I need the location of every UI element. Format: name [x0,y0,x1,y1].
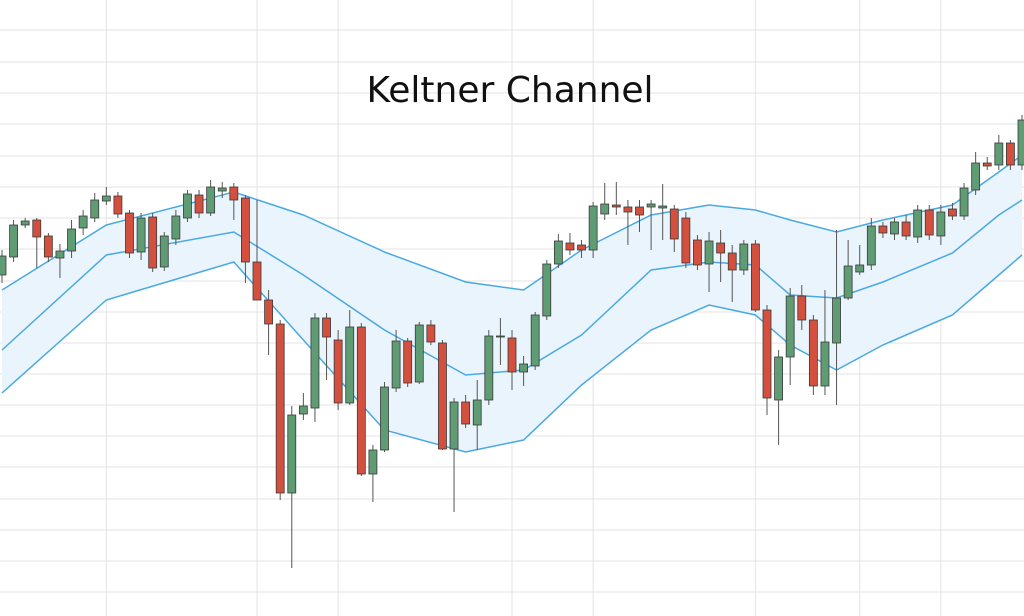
candle-body [391,340,401,389]
candle-body [322,317,331,338]
candle-body [832,297,841,344]
candle-body [774,356,783,401]
candle-body [635,206,644,216]
candle-body [693,239,702,266]
candle-body [275,323,285,494]
candle-body [484,335,494,401]
candle-body [855,264,865,273]
candle-body [704,240,714,265]
candle-body [623,206,633,213]
candle-body [333,339,343,404]
candle-body [159,235,169,268]
candle-body [890,221,899,235]
candle-body [0,255,7,276]
candle-body [878,225,888,234]
candle-body [136,217,146,253]
candle-body [669,208,679,240]
candle-body [1006,142,1015,166]
candle-body [449,401,459,450]
candle-body [681,217,691,264]
candle-body [368,449,378,475]
candle-body [600,203,610,215]
candle-body [797,295,807,321]
candle-body [507,337,517,373]
candle-body [901,221,911,237]
candle-body [971,162,981,191]
candle-body [1017,119,1024,166]
candle-body [472,399,482,426]
candle-body [739,243,749,271]
candle-body [43,235,53,258]
candle-body [577,244,586,251]
candle-body [658,205,668,209]
candle-body [936,211,946,237]
candle-body [380,386,389,451]
candle-body [785,295,795,358]
candle-body [426,324,436,343]
candle-body [414,324,424,383]
candle-body [646,203,656,208]
candle-body [125,212,134,254]
candle-body [959,187,969,217]
candle-body [90,199,100,219]
candle-body [403,340,413,384]
candle-body [345,326,355,404]
candle-body [229,186,239,201]
candle-body [751,243,760,311]
candle-body [843,265,853,299]
candle-body [553,240,563,265]
candle-body [252,261,262,301]
candle-body [762,309,772,399]
candle-body [113,195,123,215]
candle-body [171,215,181,240]
candle-body [67,228,76,252]
candles [0,115,1024,568]
candle-body [438,342,447,450]
candle-body [727,252,737,271]
candle-body [913,209,923,238]
candle-body [994,142,1004,166]
candle-body [530,314,540,367]
candle-body [78,215,88,229]
candle-body [298,405,308,415]
candle-body [20,220,30,226]
candle-body [264,299,273,325]
candle-body [982,162,992,167]
candle-body [148,216,158,269]
candle-body [519,363,528,373]
channel-line [1,254,1023,453]
candle-body [461,401,471,425]
candle-body [287,414,297,494]
candle-body [866,225,876,266]
candle-body [611,204,621,208]
candle-body [32,219,42,238]
candle-body [55,250,65,259]
chart-title: Keltner Channel [366,70,653,111]
candle-body [206,186,216,214]
candle-body [194,194,204,214]
candle-body [356,326,366,475]
candle-body [808,319,818,387]
candle-body [101,195,111,202]
candle-body [565,242,575,251]
candle-body [9,224,18,258]
candle-body [542,263,552,317]
candle-body [820,341,830,387]
candle-body [588,205,598,251]
candle-body [924,209,934,236]
candle-body [716,242,726,254]
channel-line [1,199,1023,376]
candle-body [217,187,227,192]
candle-body [183,193,192,219]
candle-body [496,335,505,338]
candle-body [948,208,957,217]
candle-body [310,317,320,409]
candle-body [241,197,250,263]
